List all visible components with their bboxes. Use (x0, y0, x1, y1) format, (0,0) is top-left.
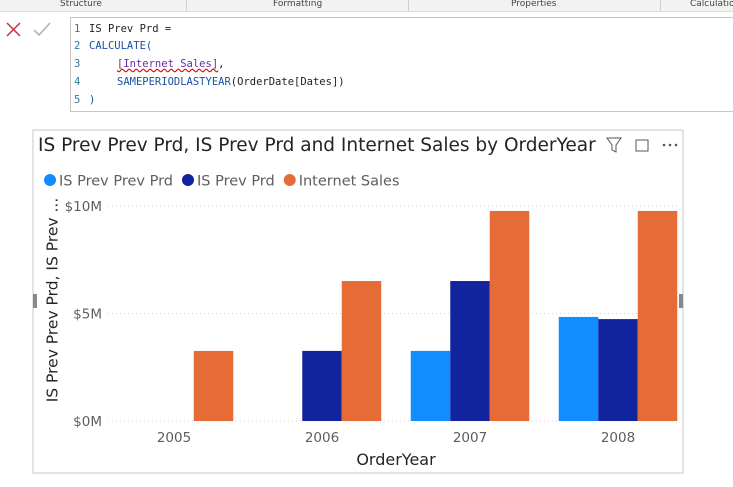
formula-editor[interactable]: 1 2 3 4 5 IS Prev Prd = CALCULATE( [Inte… (70, 17, 733, 112)
formula-buttons (6, 22, 51, 37)
x-tick-label: 2007 (453, 430, 487, 446)
tab[interactable]: Calculations (690, 0, 733, 9)
line-number: 4 (74, 76, 81, 88)
bar (302, 350, 342, 421)
resize-handle (679, 294, 683, 308)
bar (637, 210, 678, 421)
token: , (218, 58, 225, 70)
bar (193, 350, 234, 421)
focus-icon[interactable] (635, 139, 649, 152)
code-line: SAMEPERIODLASTYEAR(OrderDate[Dates]) (117, 76, 345, 88)
y-tick-label: $10M (65, 199, 102, 215)
chart-title: IS Prev Prev Prd, IS Prev Prd and Intern… (38, 135, 596, 156)
bar (489, 210, 530, 421)
tab[interactable]: Properties (511, 0, 557, 9)
token: SAMEPERIODLASTYEAR (117, 76, 231, 88)
line-number: 3 (74, 58, 81, 70)
filter-icon[interactable] (606, 137, 622, 153)
line-number: 1 (74, 23, 81, 35)
token: (OrderDate[Dates]) (230, 76, 345, 88)
more-icon[interactable] (662, 143, 678, 147)
commit-button[interactable] (33, 22, 51, 37)
line-number: 2 (74, 40, 81, 52)
bar (558, 316, 599, 421)
resize-handle (33, 294, 37, 308)
bar (410, 350, 451, 421)
legend-label: Internet Sales (299, 174, 400, 190)
code-line: ) (89, 94, 95, 106)
bar (341, 281, 382, 421)
y-tick-label: $0M (73, 414, 102, 430)
legend-marker (283, 174, 296, 186)
code-line: IS Prev Prd = (89, 23, 171, 35)
x-tick-label: 2005 (157, 430, 191, 446)
code-line: [Internet Sales], (117, 58, 224, 70)
y-axis-title: IS Prev Prev Prd, IS Prev ... (44, 198, 62, 403)
legend-marker (181, 174, 194, 186)
legend-label: IS Prev Prev Prd (59, 174, 173, 190)
token: IS Prev Prd = (89, 23, 172, 35)
legend-marker (44, 174, 56, 186)
code-line: CALCULATE( (89, 40, 152, 52)
ribbon-tabs: Structure Formatting Properties Calculat… (0, 0, 733, 12)
x-tick-label: 2006 (305, 430, 339, 446)
legend-label: IS Prev Prd (197, 174, 275, 190)
bar (450, 281, 490, 421)
token: ) (89, 94, 96, 106)
bar (598, 319, 638, 421)
cancel-button[interactable] (6, 22, 21, 37)
visual-header-icons (606, 137, 678, 153)
y-tick-label: $5M (73, 307, 102, 323)
token: CALCULATE( (89, 40, 153, 52)
x-axis-title: OrderYear (356, 450, 436, 469)
tab[interactable]: Structure (60, 0, 102, 9)
token: [Internet Sales] (117, 58, 219, 70)
tab[interactable]: Formatting (273, 0, 323, 9)
visual-border (32, 129, 684, 474)
line-number: 5 (74, 94, 81, 106)
x-tick-label: 2008 (601, 430, 635, 446)
